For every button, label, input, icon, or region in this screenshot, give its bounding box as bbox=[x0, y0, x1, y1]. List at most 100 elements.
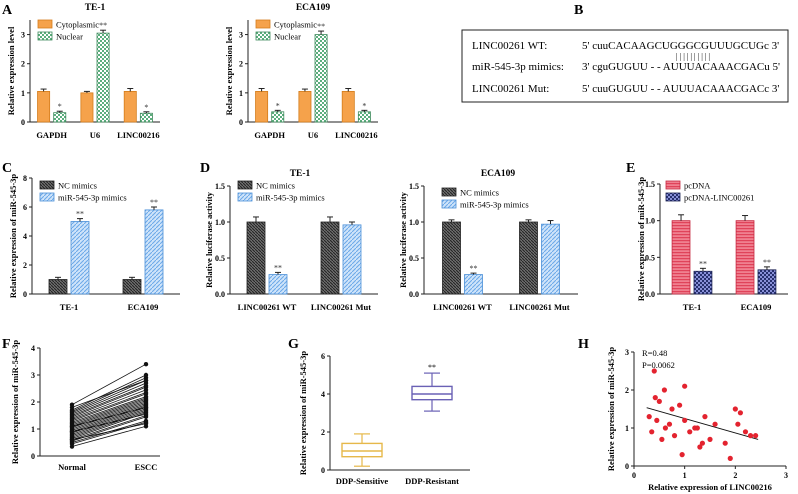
scatter-point bbox=[737, 410, 744, 416]
seq-label-mimic: miR-545-3p mimics: bbox=[472, 61, 564, 73]
seq-wt: 5' cuuCACAAGCUGGGCGUUUGCUGc 3' bbox=[582, 40, 779, 52]
y-tick-label: 1.5 bbox=[409, 182, 419, 191]
scatter-point bbox=[753, 433, 759, 439]
category-label: TE-1 bbox=[683, 302, 701, 312]
legend-swatch bbox=[665, 180, 681, 190]
bar bbox=[139, 112, 153, 123]
y-tick-label: 1.0 bbox=[645, 217, 655, 226]
legend-swatch bbox=[255, 31, 271, 41]
pair-line bbox=[71, 380, 147, 408]
scatter-point bbox=[735, 421, 741, 427]
scatter-point bbox=[712, 421, 718, 427]
panel-letter-c: C bbox=[2, 161, 12, 176]
bar bbox=[37, 91, 51, 123]
legend-label: miR-545-3p mimics bbox=[58, 193, 127, 203]
y-tick-label: 2 bbox=[625, 386, 629, 395]
chart-title: ECA109 bbox=[296, 3, 331, 13]
bar bbox=[246, 221, 266, 295]
bar bbox=[671, 220, 691, 295]
pair-line bbox=[71, 389, 147, 419]
significance-mark: ** bbox=[99, 21, 107, 30]
y-tick-label: 1 bbox=[21, 89, 25, 98]
chart-a2: 0 1 2 3 Relative expression level ECA109 * GAPD… bbox=[224, 3, 378, 140]
scatter-point bbox=[682, 383, 688, 389]
category-label: U6 bbox=[90, 130, 100, 140]
bar bbox=[271, 111, 285, 123]
pair-line bbox=[71, 413, 147, 433]
legend-label: miR-545-3p mimics bbox=[460, 200, 529, 210]
box bbox=[411, 385, 453, 401]
legend-swatch bbox=[37, 31, 53, 41]
sequence-box bbox=[461, 29, 789, 103]
scatter-point bbox=[679, 452, 685, 458]
pair-line bbox=[71, 404, 147, 431]
scatter-point bbox=[662, 425, 669, 431]
panel-letter-a: A bbox=[2, 3, 13, 18]
y-tick-label: 1 bbox=[31, 425, 35, 434]
escc-point bbox=[143, 411, 149, 417]
y-tick-label: 3 bbox=[239, 31, 243, 40]
significance-mark: ** bbox=[763, 258, 771, 267]
y-tick-label: 0.5 bbox=[215, 254, 225, 263]
y-axis-label: Relative expression level bbox=[224, 26, 234, 115]
bar bbox=[442, 221, 461, 295]
significance-mark: ** bbox=[317, 22, 325, 31]
legend-swatch bbox=[441, 199, 457, 209]
category-label: GAPDH bbox=[36, 130, 67, 140]
legend-swatch bbox=[237, 180, 253, 190]
normal-point bbox=[69, 402, 75, 407]
pair-line bbox=[71, 415, 147, 441]
scatter-point bbox=[677, 402, 683, 408]
pair-line bbox=[71, 396, 147, 423]
pair-line bbox=[71, 402, 147, 430]
y-tick-label: 3 bbox=[31, 371, 35, 380]
category-label: LINC00261 WT bbox=[433, 302, 492, 312]
y-tick-label: 4 bbox=[31, 344, 35, 353]
significance-mark: * bbox=[362, 101, 366, 110]
seq-mut: 5' cuuGUGUU - - AUUUACAAACGACc 3' bbox=[582, 83, 779, 95]
category-label: ECA109 bbox=[128, 302, 159, 312]
y-tick-label: 2 bbox=[321, 428, 325, 437]
bar bbox=[96, 32, 110, 123]
y-axis-label: Relative expression of miR-545-3p bbox=[298, 351, 308, 476]
chart-title: ECA109 bbox=[481, 169, 516, 179]
significance-mark: ** bbox=[274, 263, 282, 272]
category-label: Normal bbox=[58, 462, 86, 472]
seq-label-mut: LINC00261 Mut: bbox=[472, 83, 549, 95]
scatter-point bbox=[702, 414, 708, 420]
legend-swatch bbox=[37, 19, 53, 29]
y-tick-label: 6 bbox=[321, 352, 325, 361]
scatter-point bbox=[651, 368, 657, 374]
seq-pairing: |||||||||| bbox=[676, 52, 712, 61]
significance-mark: * bbox=[58, 102, 62, 111]
legend-label: pcDNA-LINC00261 bbox=[684, 193, 754, 203]
legend-label: NC mimics bbox=[460, 188, 499, 198]
y-tick-label: 2 bbox=[21, 60, 25, 69]
y-axis-label: Relative luciferase activity bbox=[204, 191, 214, 288]
y-tick-label: 3 bbox=[625, 348, 629, 357]
pair-line bbox=[71, 380, 147, 414]
normal-point bbox=[69, 429, 75, 434]
scatter-point bbox=[687, 429, 693, 435]
bar bbox=[53, 112, 67, 123]
panel-letter-e: E bbox=[626, 161, 635, 176]
pair-line bbox=[71, 397, 147, 424]
chart-g: 0 2 4 6 Relative expression of miR-545-3p DDP… bbox=[298, 351, 470, 486]
bar bbox=[341, 91, 355, 123]
legend-swatch bbox=[39, 192, 55, 202]
bar bbox=[48, 279, 68, 295]
y-tick-label: 0.5 bbox=[409, 254, 419, 263]
stat-label: P=0.0062 bbox=[642, 360, 675, 370]
bar bbox=[519, 221, 538, 295]
bar bbox=[255, 91, 269, 123]
category-label: GAPDH bbox=[254, 130, 285, 140]
y-tick-label: 4 bbox=[321, 390, 325, 399]
bar bbox=[693, 270, 713, 295]
scatter-point bbox=[707, 436, 713, 442]
scatter-point bbox=[694, 425, 700, 431]
category-label: DDP-Resistant bbox=[405, 476, 459, 486]
bar bbox=[735, 220, 755, 295]
panel-letter-f: F bbox=[2, 337, 11, 352]
